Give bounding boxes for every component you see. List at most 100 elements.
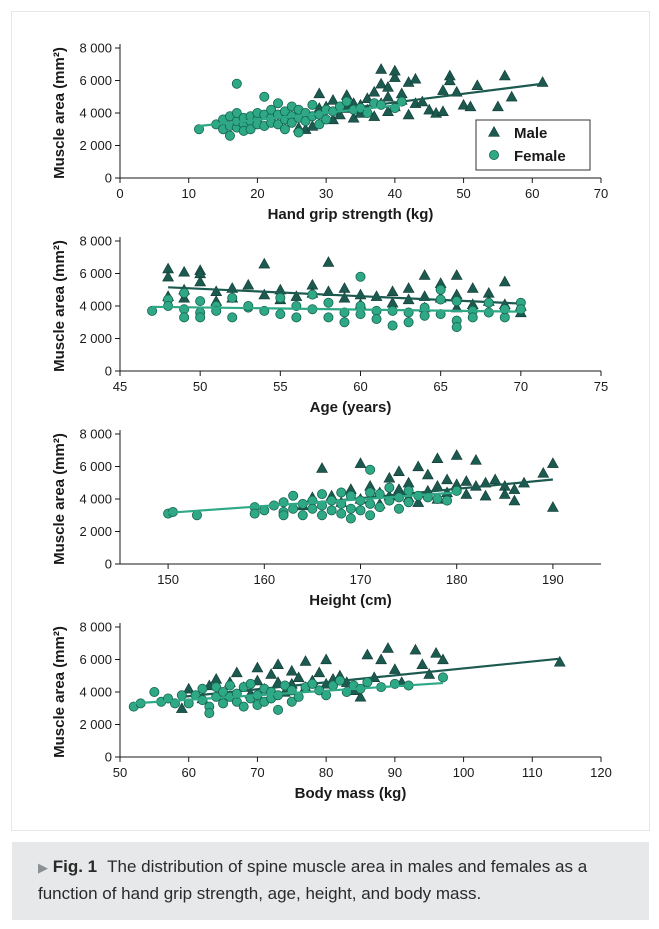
subplot-3: 0 2 000 4 000 6 000 8 000 150 160 170 180 190 Heig… [51, 427, 601, 609]
x-tick-label: 10 [181, 186, 195, 201]
data-point-male [437, 105, 449, 116]
trend-line-female [198, 103, 402, 128]
legend-male-marker [488, 125, 500, 137]
data-point-female [227, 292, 238, 303]
data-point-male [437, 653, 449, 665]
x-tick-label: 90 [388, 765, 402, 780]
data-point-female [307, 289, 318, 300]
data-point-female [224, 130, 235, 141]
data-point-male [361, 648, 374, 660]
data-point-female [432, 493, 443, 504]
data-point-male [354, 690, 367, 702]
data-point-male [388, 64, 401, 76]
y-tick-label: 6 000 [79, 459, 112, 474]
data-point-female [149, 687, 160, 698]
data-point-female [288, 503, 299, 514]
data-point-male [537, 466, 550, 478]
x-tick-label: 70 [594, 186, 608, 201]
data-point-male [431, 479, 444, 491]
x-tick-label: 75 [594, 379, 608, 394]
data-point-male [402, 282, 415, 293]
data-point-male [431, 452, 444, 463]
data-point-female [293, 127, 304, 138]
data-point-male [313, 87, 326, 99]
data-point-female [451, 296, 462, 307]
data-point-female [336, 487, 347, 498]
data-point-male [441, 473, 453, 485]
data-point-female [286, 696, 297, 707]
caption-arrow-icon: ▶ [38, 860, 48, 875]
x-tick-label: 60 [181, 765, 195, 780]
data-point-female [273, 704, 284, 715]
data-point-female [307, 678, 318, 689]
data-point-male [471, 79, 484, 90]
data-point-male [460, 488, 473, 499]
x-axis-label: Body mass (kg) [295, 785, 407, 802]
data-point-female [195, 296, 206, 307]
data-point-female [195, 312, 206, 323]
data-point-male [292, 671, 305, 682]
y-tick-label: 2 000 [79, 331, 112, 346]
data-point-male [375, 77, 388, 89]
data-point-female [334, 675, 345, 686]
data-point-female [437, 672, 448, 683]
data-point-male [313, 666, 326, 678]
data-point-female [227, 312, 238, 323]
data-point-female [259, 91, 270, 102]
x-tick-label: 150 [157, 572, 179, 587]
data-point-female [451, 322, 462, 333]
data-point-female [307, 503, 318, 514]
data-point-male [375, 653, 388, 665]
data-point-male [457, 98, 470, 110]
data-point-male [388, 663, 401, 674]
legend-female-label: Female [514, 148, 566, 165]
data-point-male [175, 702, 188, 713]
data-point-male [320, 653, 333, 665]
data-point-female [435, 294, 446, 305]
data-point-female [387, 320, 398, 331]
data-point-female [231, 108, 242, 119]
x-axis-label: Height (cm) [309, 592, 392, 609]
data-point-female [275, 309, 286, 320]
data-point-male [416, 95, 429, 107]
subplot-1: 0 2 000 4 000 6 000 8 000 0 10 20 30 40 50 60 70 Hand… [51, 41, 608, 224]
x-tick-label: 65 [433, 379, 447, 394]
data-point-male [443, 74, 456, 86]
x-tick-label: 190 [542, 572, 564, 587]
y-tick-label: 8 000 [79, 234, 112, 249]
data-point-female [435, 309, 446, 320]
data-point-female [194, 124, 205, 135]
data-point-male [402, 108, 415, 120]
data-point-male [338, 282, 351, 293]
data-point-male [230, 666, 243, 678]
data-point-female [451, 485, 462, 496]
subplot-2: 0 2 000 4 000 6 000 8 000 45 50 55 60 65 70 75 Age (… [51, 234, 608, 417]
x-tick-label: 20 [250, 186, 264, 201]
data-point-female [273, 690, 284, 701]
trend-line-female [152, 305, 521, 313]
data-point-male [508, 494, 521, 506]
data-point-male [423, 668, 436, 679]
x-tick-label: 170 [350, 572, 372, 587]
y-tick-label: 4 000 [79, 492, 112, 507]
data-point-male [470, 453, 482, 465]
y-tick-label: 8 000 [79, 41, 112, 56]
data-point-male [546, 501, 559, 512]
data-point-male [258, 257, 271, 269]
data-point-male [285, 664, 298, 676]
data-point-male [290, 290, 303, 301]
data-point-female [355, 309, 366, 320]
data-point-male [423, 103, 436, 115]
data-point-male [430, 646, 442, 658]
y-tick-label: 6 000 [79, 266, 112, 281]
data-point-male [505, 90, 518, 102]
data-point-female [403, 485, 414, 496]
data-point-male [316, 462, 328, 473]
data-point-male [416, 658, 429, 669]
data-point-female [176, 690, 187, 701]
data-point-male [258, 288, 271, 300]
figure-canvas: 0 2 000 4 000 6 000 8 000 0 10 20 30 40 50 60 70 Hand… [51, 41, 612, 803]
y-axis-label: Muscle area (mm²) [51, 626, 68, 758]
data-point-female [365, 498, 376, 509]
data-point-female [341, 96, 352, 107]
